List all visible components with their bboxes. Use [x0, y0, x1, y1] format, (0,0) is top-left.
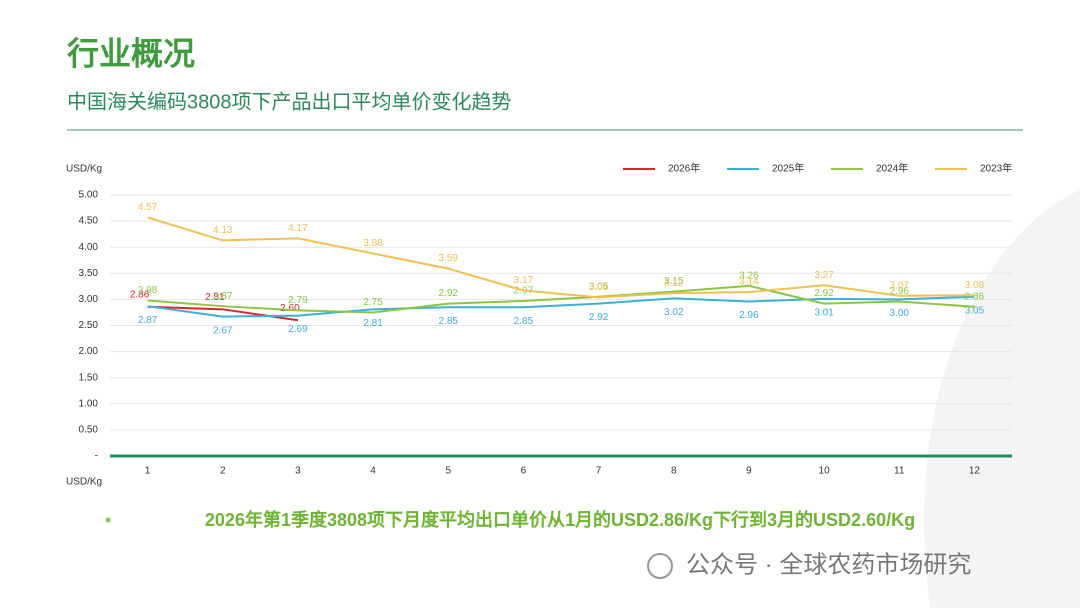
y-tick-label: 5.00	[79, 190, 99, 201]
y-tick-label: 1.50	[79, 372, 99, 383]
data-label: 3.01	[814, 308, 834, 319]
legend-label: 2025年	[772, 162, 804, 175]
data-label: 3.04	[589, 282, 609, 293]
data-label: 2.69	[288, 324, 308, 335]
data-label: 2.79	[288, 295, 308, 306]
y-tick-label: 2.50	[79, 320, 99, 331]
data-label: 2.96	[890, 286, 910, 297]
data-label: 2.81	[205, 292, 225, 303]
x-tick-label: 11	[894, 466, 905, 477]
data-label: 2.87	[138, 315, 158, 326]
legend-label: 2023年	[980, 162, 1012, 175]
data-label: 2.86	[130, 289, 150, 300]
data-label: 3.14	[739, 277, 759, 288]
y-tick-label: 2.00	[79, 346, 99, 357]
data-label: 2.92	[439, 288, 459, 299]
x-tick-label: 4	[370, 466, 376, 477]
data-label: 3.08	[965, 280, 985, 291]
x-tick-label: 7	[596, 466, 602, 477]
chart: - 0.50 1.00 1.50 2.00 2.50 3.00 3.50 4.00 4.50 5.0…	[79, 162, 1013, 477]
data-label: 3.00	[890, 308, 910, 319]
data-label: 3.05	[965, 305, 985, 316]
bullet-text: 2026年第1季度3808项下月度平均出口单价从1月的USD2.86/Kg下行到…	[205, 509, 915, 530]
y-tick-label: 0.50	[79, 425, 99, 436]
data-label: 2.92	[589, 312, 609, 323]
y-axis-label: USD/Kg	[66, 164, 102, 175]
legend-label: 2026年	[668, 162, 700, 175]
page-title: 行业概况	[67, 35, 195, 71]
data-label: 2.60	[280, 303, 300, 314]
y-tick-label: 3.00	[79, 294, 99, 305]
data-label: 2.81	[363, 318, 383, 329]
x-tick-label: 5	[445, 466, 451, 477]
background-leaf	[924, 190, 1080, 608]
y-tick-label: 4.50	[79, 216, 99, 227]
x-tick-label: 6	[521, 466, 527, 477]
data-label: 2.86	[965, 291, 985, 302]
x-tick-label: 12	[969, 466, 981, 477]
x-tick-label: 10	[819, 466, 831, 477]
x-axis-label: USD/Kg	[66, 477, 102, 488]
wechat-icon	[647, 553, 673, 579]
data-label: 2.96	[739, 310, 759, 321]
data-label: 3.26	[739, 270, 759, 281]
data-label: 2.98	[138, 285, 158, 296]
x-tick-label: 1	[145, 466, 151, 477]
data-label: 3.02	[664, 307, 684, 318]
data-label: 2.75	[363, 297, 383, 308]
y-tick-label: 4.00	[79, 242, 99, 253]
data-label: 3.27	[814, 270, 834, 281]
x-tick-label: 9	[746, 466, 752, 477]
page-subtitle: 中国海关编码3808项下产品出口平均单价变化趋势	[67, 90, 512, 113]
x-tick-label: 2	[220, 466, 226, 477]
data-label: 3.12	[664, 278, 684, 289]
data-label: 4.13	[213, 225, 233, 236]
data-label: 3.07	[890, 280, 910, 291]
x-tick-label: 3	[295, 466, 301, 477]
y-tick-label: -	[95, 451, 98, 462]
data-label: 4.17	[288, 223, 308, 234]
data-label: 2.85	[439, 316, 459, 327]
data-label: 3.59	[439, 253, 459, 264]
data-label: 2.85	[514, 316, 534, 327]
data-label: 3.05	[589, 281, 609, 292]
data-label: 4.57	[138, 202, 158, 213]
y-tick-label: 3.50	[79, 268, 99, 279]
data-label: 2.67	[213, 325, 233, 336]
data-label: 3.17	[514, 275, 534, 286]
legend-label: 2024年	[876, 162, 908, 175]
data-label: 3.88	[363, 238, 383, 249]
series-line	[147, 216, 975, 299]
series-line	[147, 284, 975, 314]
y-tick-label: 1.00	[79, 398, 99, 409]
data-label: 3.15	[664, 276, 684, 287]
x-tick-label: 8	[671, 466, 677, 477]
data-label: 2.92	[814, 288, 834, 299]
watermark: 公众号 · 全球农药市场研究	[686, 551, 971, 578]
series-line	[147, 295, 975, 318]
bullet-dot: •	[105, 510, 111, 530]
data-label: 2.87	[213, 291, 233, 302]
